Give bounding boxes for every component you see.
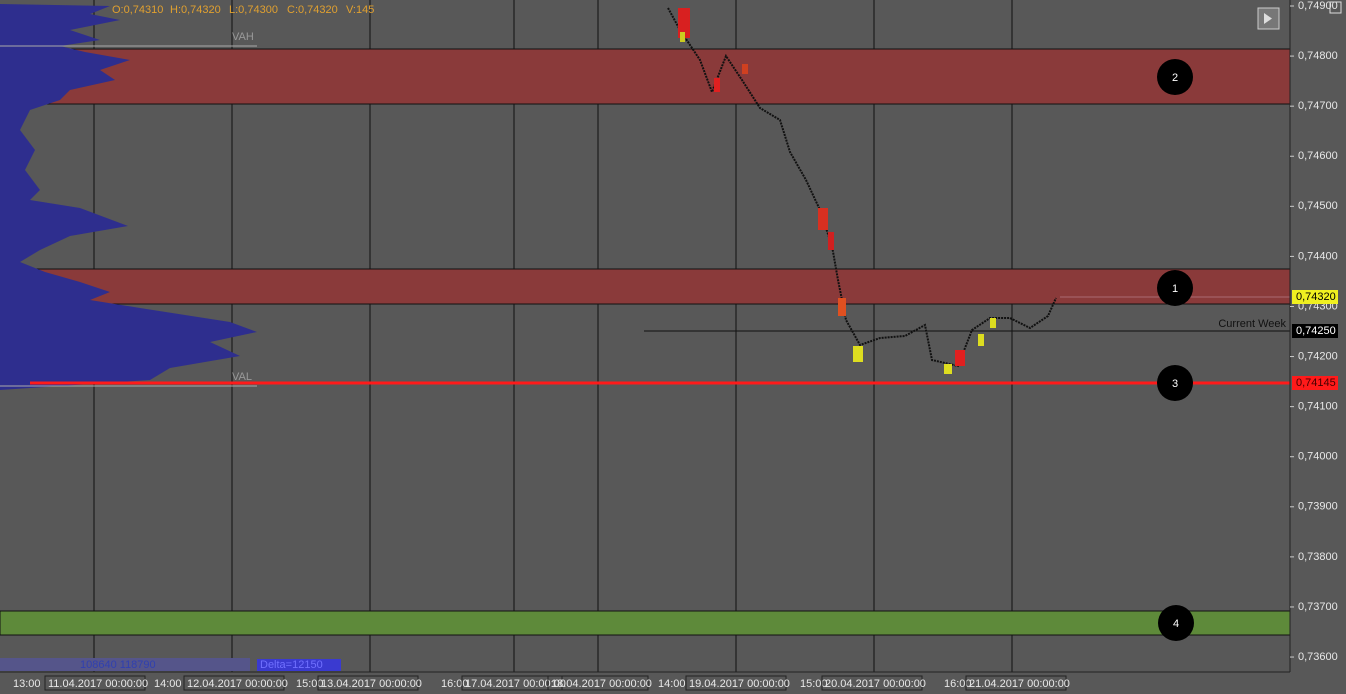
date-label: 17.04.2017 00:00:00 <box>465 678 566 690</box>
last-price-box <box>1292 290 1338 304</box>
volume-profile <box>0 4 257 390</box>
delta-box <box>257 659 341 671</box>
current-week-label: Current Week <box>1218 318 1286 330</box>
date-box <box>685 675 787 691</box>
price-label: 0,74000 <box>1298 451 1338 463</box>
date-label: 21.04.2017 00:00:00 <box>969 678 1070 690</box>
date-box <box>44 675 146 691</box>
window-button[interactable] <box>1329 1 1342 14</box>
date-label: 18.04.2017 00:00:00 <box>551 678 652 690</box>
price-label: 0,74200 <box>1298 350 1338 362</box>
high: H:0,74320 <box>170 4 221 16</box>
price-label: 0,74800 <box>1298 50 1338 62</box>
zone-number: 1 <box>1172 283 1178 295</box>
zone-number: 3 <box>1172 378 1178 390</box>
date-box <box>461 675 563 691</box>
price-label: 0,74500 <box>1298 200 1338 212</box>
price-label: 0,73800 <box>1298 551 1338 563</box>
resistance-zone <box>0 268 1291 305</box>
time-label: 14:00 <box>658 678 686 690</box>
price-label: 0,74400 <box>1298 250 1338 262</box>
last-price: 0,74320 <box>1296 291 1336 303</box>
val-label: VAL <box>232 371 252 383</box>
current-week-box <box>1292 324 1338 338</box>
delta: Delta=12150 <box>260 659 323 671</box>
zone-number: 4 <box>1173 618 1179 630</box>
ohlc-header: O:0,74310 H:0,74320 L:0,74300 C:0,74320 … <box>112 4 374 16</box>
resistance-zone <box>0 48 1291 105</box>
price-label: 0,73700 <box>1298 601 1338 613</box>
price-label: 0,73600 <box>1298 651 1338 663</box>
time-label: 13:00 <box>13 678 41 690</box>
zone-number: 2 <box>1172 72 1178 84</box>
open: O:0,74310 <box>112 4 163 16</box>
low: L:0,74300 <box>229 4 278 16</box>
date-label: 12.04.2017 00:00:00 <box>187 678 288 690</box>
date-label: 20.04.2017 00:00:00 <box>825 678 926 690</box>
time-label: 15:00 <box>296 678 324 690</box>
close: C:0,74320 <box>287 4 338 16</box>
price-label: 0,74600 <box>1298 150 1338 162</box>
level-box <box>1292 376 1338 390</box>
vah-label: VAH <box>232 31 254 43</box>
profile-volumes: 108640 118790 <box>80 659 156 671</box>
date-label: 13.04.2017 00:00:00 <box>321 678 422 690</box>
price-label: 0,74900 <box>1298 0 1338 12</box>
support-zone <box>0 610 1291 636</box>
price-label: 0,73900 <box>1298 501 1338 513</box>
price-label: 0,74700 <box>1298 100 1338 112</box>
zone-markers <box>1157 59 1194 641</box>
date-box <box>317 675 419 691</box>
time-label: 15:00 <box>800 678 828 690</box>
footprint-highlights <box>678 8 996 374</box>
time-label: 16:00 <box>944 678 972 690</box>
date-box <box>821 675 923 691</box>
date-box <box>547 675 649 691</box>
price-label: 0,74100 <box>1298 401 1338 413</box>
date-label: 19.04.2017 00:00:00 <box>689 678 790 690</box>
current-week-price: 0,74250 <box>1296 325 1336 337</box>
date-label: 11.04.2017 00:00:00 <box>48 678 148 690</box>
date-box <box>183 675 285 691</box>
date-box <box>965 675 1067 691</box>
time-axis: 13:00 11.04.2017 00:00:00 14:00 12.04.2017 … <box>13 675 1070 691</box>
volume: V:145 <box>346 4 374 16</box>
time-label: 14:00 <box>154 678 182 690</box>
level-price: 0,74145 <box>1296 377 1336 389</box>
scroll-end-icon <box>1264 13 1272 24</box>
volume-bar <box>0 658 250 671</box>
